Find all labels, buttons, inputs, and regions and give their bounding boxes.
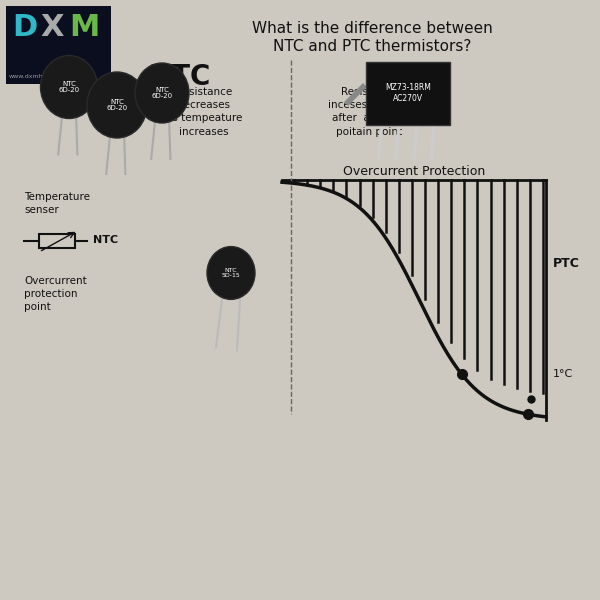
Text: X: X — [41, 13, 64, 43]
Text: What is the difference between: What is the difference between — [251, 21, 493, 36]
Text: NTC
6D-20: NTC 6D-20 — [58, 80, 80, 94]
Text: M: M — [70, 13, 100, 43]
Text: MZ73-18RM
AC270V: MZ73-18RM AC270V — [385, 83, 431, 103]
Text: NTC: NTC — [93, 235, 118, 245]
Text: D: D — [12, 13, 37, 43]
Text: PTC: PTC — [553, 257, 580, 271]
FancyBboxPatch shape — [6, 6, 111, 84]
Text: NTC: NTC — [149, 63, 211, 91]
Text: PTC: PTC — [372, 63, 432, 91]
Ellipse shape — [87, 72, 147, 138]
FancyBboxPatch shape — [366, 61, 450, 124]
Text: NTC
6D-20: NTC 6D-20 — [106, 98, 128, 112]
Text: Resistance
inceses sharply
after  a seraln
poitain point: Resistance inceses sharply after a seral… — [329, 87, 409, 137]
Text: NTC and PTC thermistors?: NTC and PTC thermistors? — [273, 39, 471, 54]
Ellipse shape — [207, 247, 255, 299]
FancyBboxPatch shape — [39, 234, 75, 248]
Text: Resistance
decreases
as tempeature
increases: Resistance decreases as tempeature incre… — [166, 87, 242, 137]
Text: 1°C: 1°C — [553, 369, 574, 379]
Text: Temperature
senser: Temperature senser — [24, 192, 90, 215]
Text: www.dxmht.com: www.dxmht.com — [9, 74, 62, 79]
Text: NTC
6D-20: NTC 6D-20 — [151, 86, 173, 100]
Text: Overcurrent
protection
point: Overcurrent protection point — [24, 276, 87, 313]
Ellipse shape — [41, 55, 97, 118]
Text: Overcurrent Protection: Overcurrent Protection — [343, 165, 485, 178]
Ellipse shape — [135, 63, 189, 123]
Text: NTC
5D-15: NTC 5D-15 — [221, 268, 241, 278]
